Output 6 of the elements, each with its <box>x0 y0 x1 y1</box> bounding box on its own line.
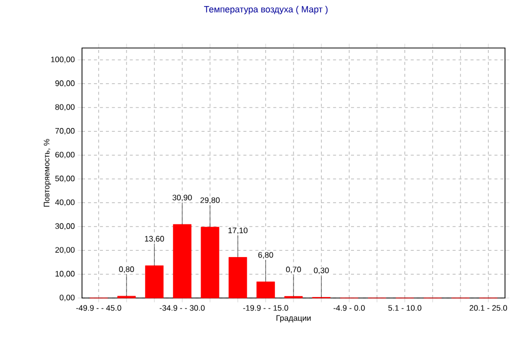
bar <box>228 257 248 298</box>
bar <box>256 282 275 298</box>
bar <box>145 265 164 298</box>
bar <box>172 224 192 298</box>
chart-title: Температура воздуха ( Март ) <box>204 6 328 14</box>
bar <box>200 226 220 298</box>
